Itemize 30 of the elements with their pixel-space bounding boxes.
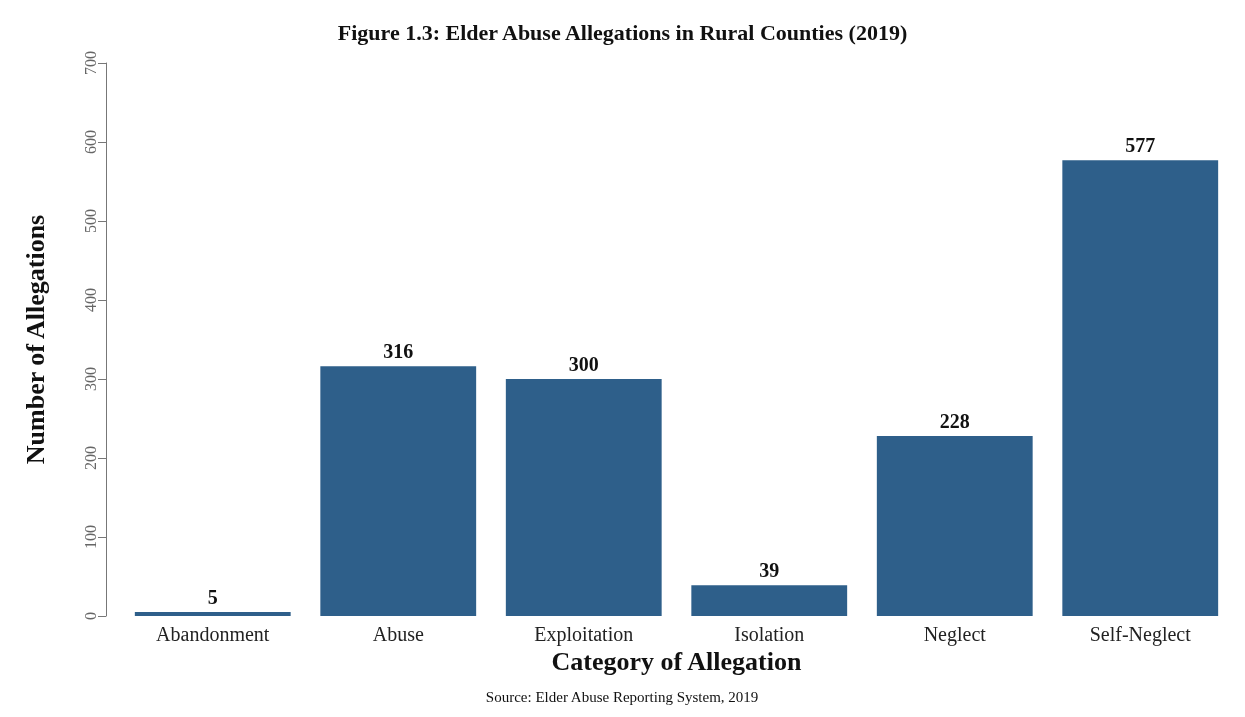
data-label: 316 [383, 340, 414, 363]
y-tick-label: 100 [81, 525, 99, 549]
data-label: 5 [207, 586, 218, 609]
y-tick-label: 200 [81, 446, 99, 470]
bar [134, 612, 291, 616]
y-tick-label: 300 [81, 367, 99, 391]
y-tick-label: 600 [81, 130, 99, 154]
data-label: 577 [1125, 134, 1156, 157]
chart-title: Figure 1.3: Elder Abuse Allegations in Rural Counties (2019) [337, 19, 908, 45]
y-tick-label: 400 [81, 288, 99, 312]
source-note: Source: Elder Abuse Reporting System, 2019 [485, 688, 759, 705]
y-axis-title: Number of Allegations [20, 214, 50, 465]
x-tick-label: Isolation [734, 623, 805, 645]
x-tick-label: Exploitation [534, 623, 634, 646]
x-tick-label: Abuse [372, 623, 424, 645]
bar [691, 585, 848, 616]
x-tick-label: Abandonment [156, 623, 270, 645]
x-axis-title: Category of Allegation [551, 647, 802, 677]
y-tick-label: 700 [81, 51, 99, 75]
bar [876, 435, 1033, 616]
data-label: 228 [939, 409, 970, 432]
data-label: 39 [759, 559, 780, 582]
data-label: 300 [568, 353, 599, 375]
bar [320, 366, 477, 616]
bar [1062, 160, 1219, 616]
x-tick-label: Neglect [923, 623, 987, 646]
x-tick-label: Self-Neglect [1089, 623, 1192, 646]
y-tick-label: 500 [81, 209, 99, 233]
y-tick-label: 0 [81, 612, 99, 620]
bar [505, 379, 662, 616]
